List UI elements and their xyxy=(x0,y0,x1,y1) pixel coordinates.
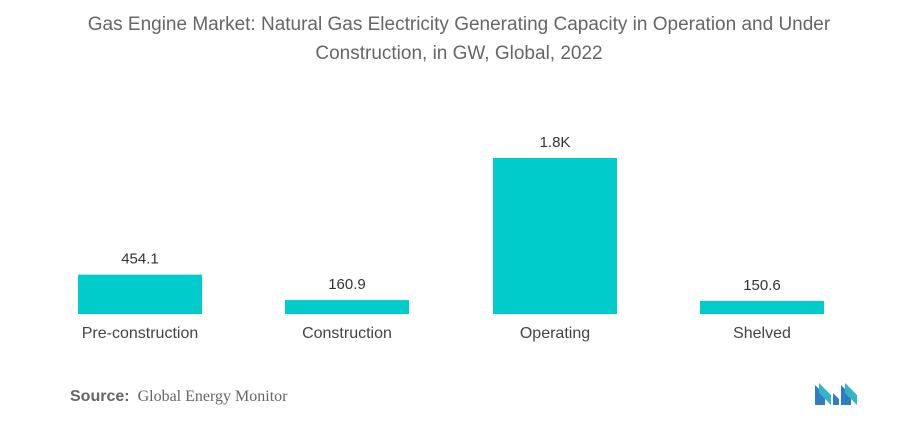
x-tick-label: Operating xyxy=(520,325,590,342)
chart-title-line-1: Gas Engine Market: Natural Gas Electrici… xyxy=(87,14,831,35)
data-label: 454.1 xyxy=(121,251,159,268)
x-tick-label: Construction xyxy=(302,325,392,342)
chart-title: Gas Engine Market: Natural Gas Electrici… xyxy=(0,10,918,68)
bar-pre-construction xyxy=(78,274,202,314)
source-label: Source: xyxy=(70,388,130,405)
chart-title-line-2: Construction, in GW, Global, 2022 xyxy=(315,43,603,64)
data-label: 160.9 xyxy=(328,276,366,293)
x-tick-label: Pre-construction xyxy=(82,325,199,342)
x-tick-label: Shelved xyxy=(733,325,791,342)
source-note: Source: Global Energy Monitor xyxy=(70,388,287,406)
source-text: Global Energy Monitor xyxy=(137,388,288,405)
mordor-logo-icon xyxy=(815,383,857,405)
bar-operating xyxy=(493,158,617,314)
data-label: 1.8K xyxy=(540,134,571,151)
bar-shelved xyxy=(700,300,824,314)
data-label: 150.6 xyxy=(743,277,781,294)
bar-construction xyxy=(285,300,409,314)
